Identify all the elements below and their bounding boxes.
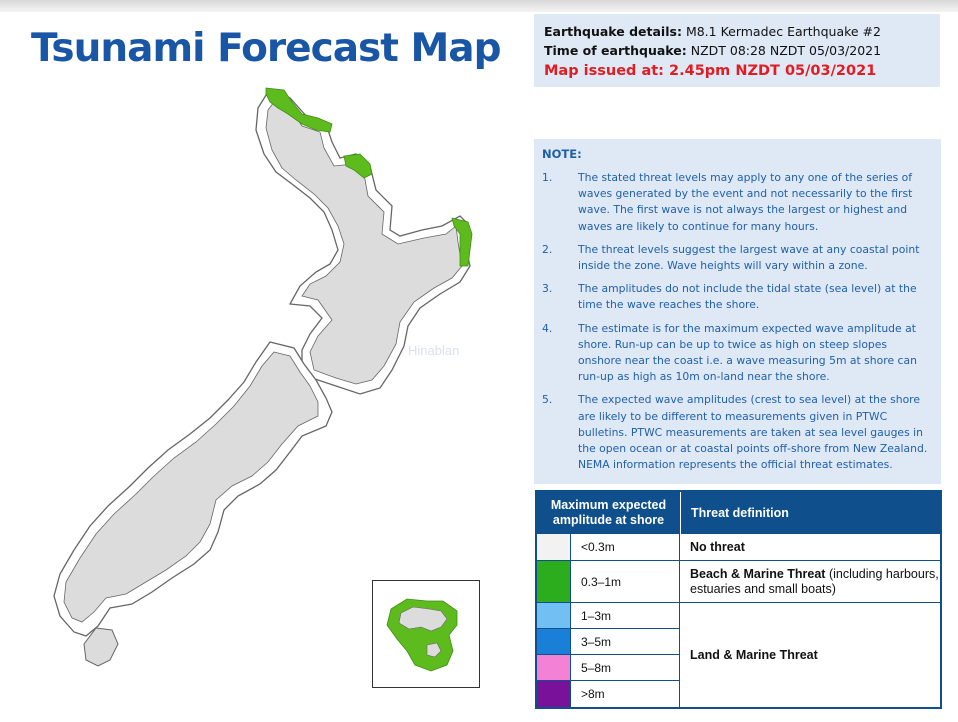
time-value: NZDT 08:28 NZDT 05/03/2021 [690,43,882,58]
legend-row-over-8m: >8m [537,681,680,707]
time-row: Time of earthquake: NZDT 08:28 NZDT 05/0… [544,41,940,60]
earthquake-details-box: Earthquake details: M8.1 Kermadec Earthq… [534,14,940,87]
earthquake-value: M8.1 Kermadec Earthquake #2 [685,24,881,39]
threat-zone-east-cape [451,217,473,267]
legend-swatch [537,655,571,680]
definition-land-text: Land & Marine Threat [690,647,818,662]
new-zealand-map [53,87,473,667]
note-item: 1. The stated threat levels may apply to… [542,170,931,235]
note-text: The stated threat levels may apply to an… [578,171,913,233]
legend-body: <0.3m 0.3–1m 1–3m 3–5m 5–8m >8m No threa… [537,534,940,707]
legend-header: Maximum expected amplitude at shore Thre… [537,492,940,534]
definition-beach-bold: Beach & Marine Threat [690,566,826,581]
legend-swatch [537,534,571,560]
legend-range-label: 0.3–1m [571,561,680,602]
chatham-island-land [398,606,448,632]
chatham-islands-inset [372,580,480,688]
window-top-bar [0,0,958,12]
threat-legend-table: Maximum expected amplitude at shore Thre… [535,490,942,709]
threat-zone-far-north [265,87,333,133]
legend-header-amplitude: Maximum expected amplitude at shore [537,492,681,534]
legend-range-label: <0.3m [571,534,680,560]
note-number: 4. [542,321,553,335]
note-text: The amplitudes do not include the tidal … [578,282,917,312]
definition-land-marine: Land & Marine Threat [680,603,940,707]
legend-row-3-5m: 3–5m [537,629,680,655]
note-item: 5. The expected wave amplitudes (crest t… [542,392,931,473]
legend-row-1-3m: 1–3m [537,603,680,629]
south-island-land [63,351,319,623]
definition-no-threat: No threat [680,534,940,561]
legend-row-no-threat: <0.3m [537,534,680,561]
note-text: The expected wave amplitudes (crest to s… [578,393,928,472]
note-number: 1. [542,171,553,184]
legend-header-definition: Threat definition [691,506,789,520]
legend-row-beach: 0.3–1m [537,561,680,603]
chatham-islands-map [386,598,458,672]
legend-range-label: 3–5m [571,629,680,654]
note-text: The estimate is for the maximum expected… [578,321,917,384]
note-text: The threat levels suggest the largest wa… [578,242,920,273]
definition-beach-rest: (including harbours, estuaries and small… [690,566,939,596]
threat-zone-coromandel [343,153,373,179]
note-number: 5. [542,393,553,407]
note-item: 4. The estimate is for the maximum expec… [542,321,931,386]
legend-swatch [537,629,571,654]
note-number: 2. [542,242,553,256]
watermark-text: Hinablan [408,343,460,358]
stewart-island [83,627,119,667]
legend-swatch [537,561,571,602]
note-box: NOTE: 1. The stated threat levels may ap… [534,139,941,484]
note-heading: NOTE: [542,147,582,161]
map-issued-text: Map issued at: 2.45pm NZDT 05/03/2021 [544,63,877,79]
earthquake-label: Earthquake details: [544,24,682,39]
page-title: Tsunami Forecast Map [31,26,502,71]
legend-range-label: 1–3m [571,603,680,628]
definition-no-threat-text: No threat [690,539,745,554]
legend-range-label: >8m [571,681,680,707]
note-item: 2. The threat levels suggest the largest… [542,242,931,274]
note-item: 3. The amplitudes do not include the tid… [542,281,931,313]
north-island-land [265,101,463,385]
legend-row-5-8m: 5–8m [537,655,680,681]
pitt-island-land [426,642,442,658]
definition-beach-marine: Beach & Marine Threat (including harbour… [680,561,940,603]
earthquake-row: Earthquake details: M8.1 Kermadec Earthq… [544,22,940,41]
legend-swatch [537,603,571,628]
legend-range-label: 5–8m [571,655,680,680]
time-label: Time of earthquake: [544,43,687,58]
definition-beach-text: Beach & Marine Threat (including harbour… [690,567,940,597]
legend-swatch [537,681,571,707]
note-number: 3. [542,282,553,296]
